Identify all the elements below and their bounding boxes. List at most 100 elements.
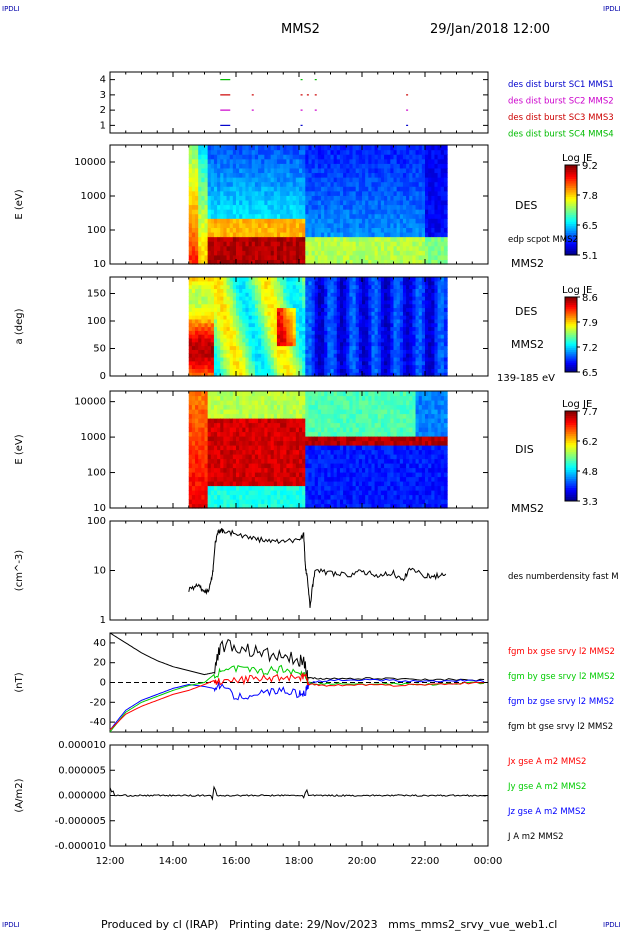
heatmap-cell [229, 440, 234, 446]
heatmap-cell [358, 280, 363, 286]
heatmap-cell [339, 209, 344, 215]
heatmap-cell [229, 315, 234, 320]
heatmap-cell [236, 345, 240, 350]
heatmap-cell [311, 311, 316, 316]
heatmap-cell [229, 499, 234, 505]
heatmap-cell [311, 277, 316, 282]
heatmap-cell [406, 292, 410, 297]
heatmap-cell [295, 195, 300, 201]
heatmap-cell [299, 231, 303, 238]
heatmap-cell [276, 303, 281, 309]
heatmap-cell [443, 311, 448, 316]
heatmap-cell [302, 372, 306, 377]
heatmap-cell [213, 204, 218, 210]
heatmap-cell [236, 334, 240, 339]
heatmap-cell [217, 149, 221, 155]
heatmap-cell [220, 334, 224, 339]
heatmap-cell [418, 190, 423, 196]
heatmap-cell [431, 277, 436, 282]
heatmap-cell [213, 353, 218, 358]
heatmap-cell [299, 284, 303, 290]
heatmap-cell [226, 254, 231, 261]
heatmap-cell [339, 158, 344, 164]
heatmap-cell [264, 288, 269, 293]
heatmap-cell [317, 250, 322, 256]
heatmap-cell [220, 445, 224, 451]
burst-y-tick-label: 3 [100, 90, 106, 101]
heatmap-cell [264, 172, 269, 178]
heatmap-cell [258, 341, 262, 347]
heatmap-cell [198, 296, 202, 301]
heatmap-cell [431, 227, 436, 233]
heatmap-cell [299, 227, 303, 233]
heatmap-cell [412, 318, 417, 324]
heatmap-cell [314, 353, 319, 358]
heatmap-cell [264, 326, 269, 331]
heatmap-cell [402, 218, 407, 224]
heatmap-cell [327, 222, 332, 228]
heatmap-cell [352, 250, 357, 256]
colorbar-cell [565, 205, 577, 209]
heatmap-cell [273, 149, 278, 155]
heatmap-cell [210, 391, 215, 397]
heatmap-cell [358, 368, 363, 373]
heatmap-cell [308, 231, 313, 238]
heatmap-cell [437, 315, 442, 320]
heatmap-cell [365, 154, 369, 160]
heatmap-cell [349, 204, 354, 210]
heatmap-cell [402, 231, 407, 238]
heatmap-cell [371, 326, 376, 331]
heatmap-cell [418, 245, 423, 251]
heatmap-cell [267, 284, 272, 290]
heatmap-cell [270, 292, 275, 297]
heatmap-cell [336, 280, 341, 286]
heatmap-cell [201, 353, 206, 358]
heatmap-cell [362, 277, 366, 282]
heatmap-cell [198, 218, 202, 224]
heatmap-cell [188, 395, 193, 401]
heatmap-cell [390, 181, 395, 187]
heatmap-cell [324, 227, 328, 233]
heatmap-cell [368, 190, 373, 196]
heatmap-cell [314, 222, 319, 228]
heatmap-cell [399, 181, 404, 187]
heatmap-cell [387, 353, 391, 358]
heatmap-cell [346, 231, 350, 238]
heatmap-cell [239, 337, 243, 343]
heatmap-cell [286, 292, 291, 297]
heatmap-cell [198, 172, 202, 178]
heatmap-cell [321, 236, 325, 242]
heatmap-cell [264, 218, 269, 224]
heatmap-cell [434, 311, 439, 316]
heatmap-cell [349, 326, 354, 331]
heatmap-cell [440, 326, 445, 331]
heatmap-cell [276, 341, 281, 347]
heatmap-cell [390, 364, 395, 369]
heatmap-cell [302, 190, 306, 196]
heatmap-cell [245, 315, 250, 320]
heatmap-cell [377, 167, 382, 174]
heatmap-cell [217, 485, 221, 491]
heatmap-cell [226, 296, 231, 301]
heatmap-cell [339, 292, 344, 297]
heatmap-cell [191, 280, 196, 286]
heatmap-cell [314, 186, 319, 192]
heatmap-cell [217, 280, 221, 286]
heatmap-cell [223, 499, 228, 505]
heatmap-cell [195, 280, 199, 286]
heatmap-cell [314, 288, 319, 293]
heatmap-cell [217, 499, 221, 505]
heatmap-cell [308, 349, 313, 354]
heatmap-cell [201, 322, 206, 328]
heatmap-cell [295, 292, 300, 297]
heatmap-cell [362, 299, 366, 305]
heatmap-cell [232, 158, 237, 164]
heatmap-cell [434, 186, 439, 192]
heatmap-cell [254, 213, 259, 219]
heatmap-cell [418, 368, 423, 373]
heatmap-cell [314, 326, 319, 331]
heatmap-cell [254, 322, 259, 328]
heatmap-cell [412, 288, 417, 293]
heatmap-cell [402, 163, 407, 169]
heatmap-cell [261, 250, 265, 256]
